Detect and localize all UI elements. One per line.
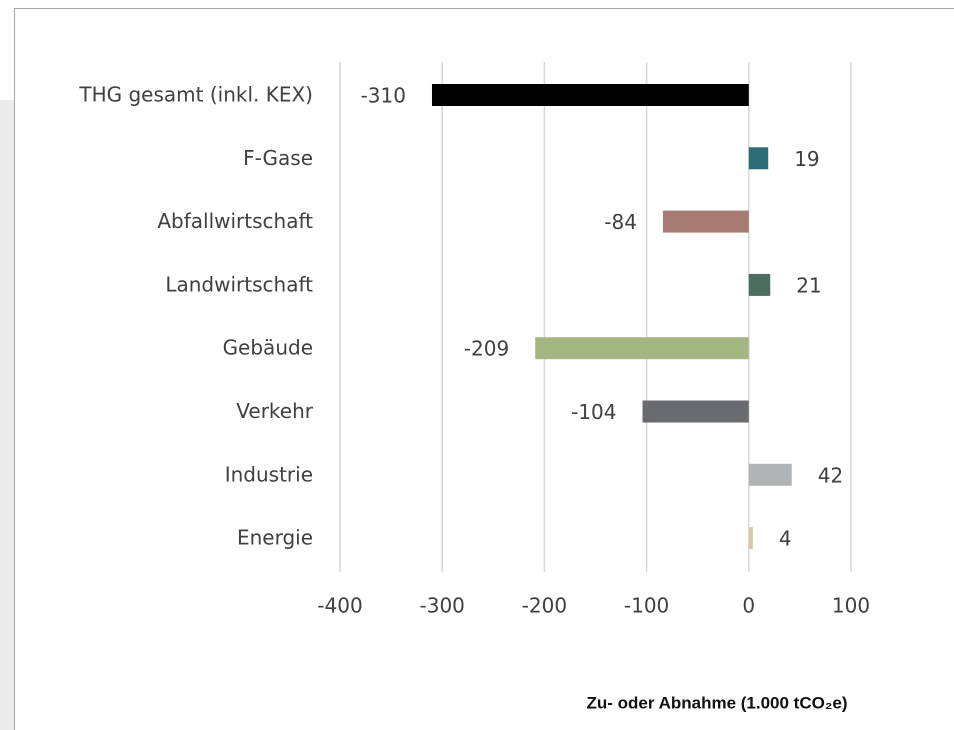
bar <box>431 84 749 106</box>
x-axis-title: Zu- oder Abnahme (1.000 tCO₂e) <box>586 693 847 712</box>
data-label: -104 <box>571 400 616 424</box>
data-label: -209 <box>464 337 509 361</box>
side-strip <box>0 100 15 730</box>
x-tick-label: -400 <box>317 594 362 618</box>
data-label: 19 <box>794 147 819 171</box>
x-tick-label: -200 <box>522 594 567 618</box>
bar <box>748 273 771 296</box>
bar <box>748 147 769 170</box>
bar <box>662 210 749 233</box>
bar <box>748 527 753 550</box>
data-label: 21 <box>796 273 821 297</box>
y-tick-label: F-Gase <box>243 146 313 170</box>
y-tick-label: Verkehr <box>236 399 314 423</box>
x-tick-label: -100 <box>624 594 669 618</box>
y-tick-label: Gebäude <box>223 336 313 360</box>
data-label: -310 <box>361 84 406 108</box>
y-tick-label: Industrie <box>225 462 313 486</box>
y-tick-label: Abfallwirtschaft <box>157 209 313 233</box>
y-tick-label: THG gesamt (inkl. KEX) <box>78 83 313 107</box>
x-tick-label: 0 <box>742 594 755 618</box>
data-label: 4 <box>779 527 792 551</box>
x-tick-label: 100 <box>832 594 870 618</box>
data-label: 42 <box>818 463 843 487</box>
data-label: -84 <box>604 210 637 234</box>
chart-panel <box>14 8 954 730</box>
bar <box>748 463 792 486</box>
x-tick-label: -300 <box>420 594 465 618</box>
bar <box>535 337 749 360</box>
y-tick-label: Landwirtschaft <box>165 272 313 296</box>
bar <box>642 400 749 423</box>
y-tick-label: Energie <box>237 526 313 550</box>
